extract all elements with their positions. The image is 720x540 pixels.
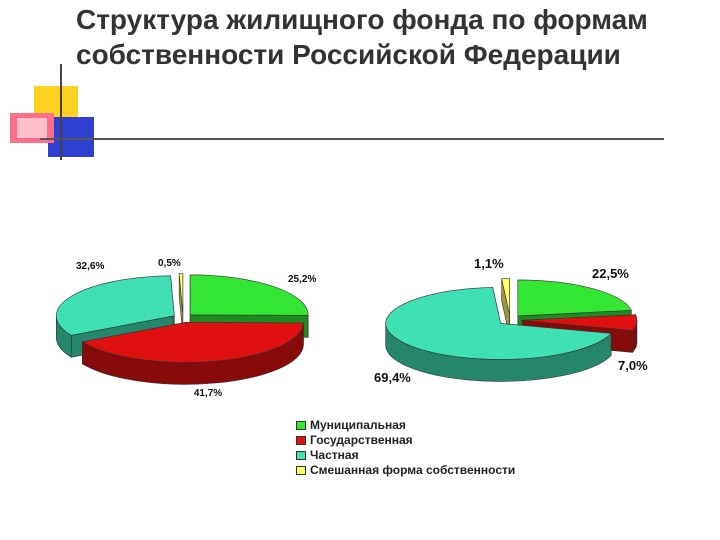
pie-label-right-mixed: 1,1% — [474, 256, 504, 271]
legend-swatch-municipal — [296, 420, 306, 430]
pie-label-left-private: 32,6% — [76, 261, 104, 272]
legend-item-municipal: Муниципальная — [296, 418, 515, 432]
title-underline — [40, 138, 664, 140]
pie-label-right-state: 7,0% — [618, 358, 648, 373]
pie-chart-right: 22,5% 7,0% 69,4% 1,1% — [374, 256, 648, 385]
legend-swatch-mixed — [296, 465, 306, 475]
pie-slice-top-left-state — [81, 322, 304, 363]
chart-legend: Муниципальная Государственная Частная См… — [296, 418, 515, 478]
pie-label-left-municipal: 25,2% — [288, 274, 316, 285]
legend-label-municipal: Муниципальная — [310, 418, 406, 432]
legend-item-private: Частная — [296, 448, 515, 462]
pie-label-left-state: 41,7% — [194, 388, 222, 399]
pie-slice-top-right-mixed — [501, 278, 510, 315]
decor-pink-inner-square — [17, 118, 47, 138]
legend-label-state: Государственная — [310, 433, 413, 447]
decor-blue-square — [48, 117, 94, 157]
pie-slice-top-left-private — [56, 275, 175, 336]
legend-label-private: Частная — [310, 448, 359, 462]
pie-slice-top-right-municipal — [517, 279, 632, 317]
legend-swatch-private — [296, 450, 306, 460]
pie-label-right-private: 69,4% — [374, 370, 411, 385]
page-title: Структура жилищного фонда по формам собс… — [76, 4, 648, 70]
pie-chart-left: 25,2% 41,7% 32,6% 0,5% — [55, 258, 316, 399]
decor-vertical-line — [60, 64, 62, 160]
pie-slice-top-right-state — [521, 314, 638, 331]
legend-label-mixed: Смешанная форма собственности — [310, 463, 516, 477]
pie-label-left-mixed: 0,5% — [158, 258, 181, 269]
pie-slice-right-private — [385, 287, 612, 382]
legend-item-mixed: Смешанная форма собственности — [296, 463, 515, 477]
pie-slice-top-left-municipal — [189, 274, 309, 316]
legend-item-state: Государственная — [296, 433, 515, 447]
legend-swatch-state — [296, 435, 306, 445]
pie-slice-top-right-private — [385, 287, 612, 360]
pie-slice-left-state — [81, 321, 304, 385]
pie-label-right-municipal: 22,5% — [592, 266, 629, 281]
pie-slice-top-left-mixed — [178, 273, 184, 314]
